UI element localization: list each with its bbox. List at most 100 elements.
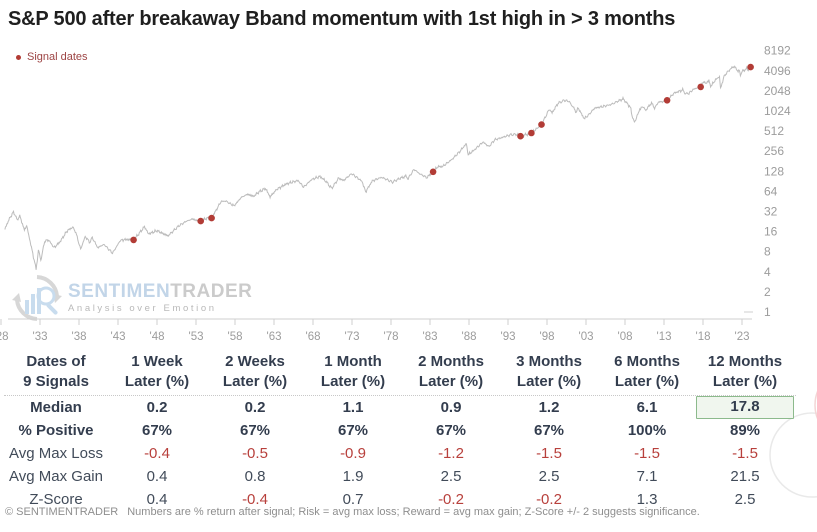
x-axis-label: '83 bbox=[423, 331, 438, 343]
corner-watermark-icon bbox=[769, 391, 817, 498]
signal-legend: Signal dates bbox=[16, 51, 88, 63]
value-cell: 21.5 bbox=[730, 468, 760, 485]
footer-brand: © SENTIMENTRADER bbox=[5, 506, 119, 518]
header-cell-period: 6 Months Later (%) bbox=[614, 353, 680, 390]
y-axis-label: 2048 bbox=[764, 84, 791, 98]
value-cell: -0.2 bbox=[536, 491, 562, 508]
x-axis-label: '38 bbox=[72, 331, 87, 343]
value-cell: 2.5 bbox=[538, 468, 560, 485]
y-axis-label: 64 bbox=[764, 184, 778, 198]
table-row-avg-max-loss: Avg Max Loss -0.4 -0.5 -0.9 -1.2 -1.5 -1.5 -1.5 bbox=[4, 442, 796, 465]
y-axis-label: 256 bbox=[764, 144, 784, 158]
row-label: Avg Max Gain bbox=[9, 468, 103, 485]
y-axis-label: 512 bbox=[764, 124, 784, 138]
table-row-median: Median 0.2 0.2 1.1 0.9 1.2 6.1 17.8 bbox=[4, 396, 796, 419]
value-cell: 1.1 bbox=[342, 399, 364, 416]
value-cell: 1.9 bbox=[342, 468, 364, 485]
value-cell: 100% bbox=[627, 422, 667, 439]
signal-date-dot bbox=[208, 214, 215, 222]
results-table: Dates of 9 Signals 1 Week Later (%) 2 Weeks L… bbox=[4, 351, 796, 511]
signal-date-dot bbox=[130, 236, 137, 244]
signal-date-dot bbox=[538, 121, 545, 128]
header-cell-signals: Dates of 9 Signals bbox=[23, 353, 89, 390]
value-cell: -1.5 bbox=[634, 445, 660, 462]
header-cell-period: 2 Months Later (%) bbox=[418, 353, 484, 390]
watermark-brand-right: TRADER bbox=[170, 281, 253, 303]
y-axis-label: 2 bbox=[764, 285, 771, 299]
x-axis-label: '58 bbox=[228, 331, 243, 343]
value-cell: 2.5 bbox=[440, 468, 462, 485]
x-axis-label: '08 bbox=[618, 331, 633, 343]
y-axis-label: 16 bbox=[764, 225, 778, 239]
value-cell: -0.4 bbox=[242, 491, 268, 508]
value-cell: 1.3 bbox=[636, 491, 658, 508]
value-cell: 67% bbox=[337, 422, 369, 439]
watermark-tagline: Analysis over Emotion bbox=[68, 303, 217, 315]
watermark-brand-left: SENTIMEN bbox=[68, 281, 171, 303]
page-title: S&P 500 after breakaway Bband momentum w… bbox=[8, 8, 676, 30]
footer-note: © SENTIMENTRADER Numbers are % return aft… bbox=[5, 506, 700, 518]
signal-date-dot bbox=[197, 217, 204, 225]
x-axis-label: '03 bbox=[579, 331, 594, 343]
row-label: Z-Score bbox=[29, 491, 83, 508]
value-cell: -1.5 bbox=[732, 445, 758, 462]
signal-date-dot bbox=[697, 83, 704, 91]
value-cell: 0.9 bbox=[440, 399, 462, 416]
x-axis-label: '28 bbox=[0, 331, 9, 343]
price-chart: '28 '33 '38 '43 '48 '53 '58 '63 '68 '73 '78 '83 '88 '… bbox=[0, 44, 791, 343]
x-axis-label: '73 bbox=[345, 331, 360, 343]
value-cell: -1.5 bbox=[536, 445, 562, 462]
value-cell: 17.8 bbox=[696, 396, 794, 419]
value-cell: -0.9 bbox=[340, 445, 366, 462]
signal-date-dot bbox=[747, 63, 754, 71]
y-axis-label: 1 bbox=[764, 305, 771, 319]
value-cell: 0.4 bbox=[146, 468, 168, 485]
x-axis-label: '68 bbox=[306, 331, 321, 343]
value-cell: -0.4 bbox=[144, 445, 170, 462]
x-axis-label: '93 bbox=[501, 331, 516, 343]
x-axis-label: '63 bbox=[267, 331, 282, 343]
value-cell: 89% bbox=[729, 422, 761, 439]
row-label: Median bbox=[30, 399, 82, 416]
x-axis-label: '88 bbox=[462, 331, 477, 343]
table-row-z-score: Z-Score 0.4 -0.4 0.7 -0.2 -0.2 1.3 2.5 bbox=[4, 488, 796, 511]
signal-date-dot bbox=[517, 132, 524, 140]
value-cell: 0.4 bbox=[146, 491, 168, 508]
value-cell: 0.2 bbox=[146, 399, 168, 416]
x-axis-label: '18 bbox=[696, 331, 711, 343]
x-axis-label: '23 bbox=[735, 331, 750, 343]
value-cell: 67% bbox=[239, 422, 271, 439]
table-header-row: Dates of 9 Signals 1 Week Later (%) 2 Weeks L… bbox=[4, 351, 796, 396]
table-row--positive: % Positive 67% 67% 67% 67% 67% 100% 89% bbox=[4, 419, 796, 442]
watermark-text: SENTIMENTRADER Analysis over Emotion bbox=[68, 282, 252, 314]
x-axis-label: '98 bbox=[540, 331, 555, 343]
footer-text: Numbers are % return after signal; Risk … bbox=[127, 506, 700, 518]
x-axis-label: '48 bbox=[150, 331, 165, 343]
y-axis-label: 128 bbox=[764, 164, 784, 178]
value-cell: -1.2 bbox=[438, 445, 464, 462]
header-cell-period: 1 Week Later (%) bbox=[124, 353, 190, 390]
watermark: SENTIMENTRADER Analysis over Emotion bbox=[12, 274, 252, 322]
y-axis-label: 1024 bbox=[764, 104, 791, 118]
value-cell: 0.8 bbox=[244, 468, 266, 485]
value-cell: 7.1 bbox=[636, 468, 658, 485]
value-cell: 67% bbox=[141, 422, 173, 439]
y-axis-label: 4096 bbox=[764, 64, 791, 78]
sentimentrader-logo-icon bbox=[12, 275, 62, 321]
y-axis-label: 4 bbox=[764, 265, 771, 279]
signal-date-dot bbox=[663, 97, 671, 104]
header-cell-period: 1 Month Later (%) bbox=[320, 353, 386, 390]
value-cell: 67% bbox=[435, 422, 467, 439]
signal-date-dot bbox=[429, 168, 437, 176]
row-label: % Positive bbox=[18, 422, 94, 439]
y-axis-label: 8192 bbox=[764, 44, 791, 58]
header-cell-period: 3 Months Later (%) bbox=[516, 353, 582, 390]
value-cell: 67% bbox=[533, 422, 565, 439]
legend-label: Signal dates bbox=[27, 51, 88, 63]
header-cell-period: 12 Months Later (%) bbox=[707, 353, 783, 390]
value-cell: 0.2 bbox=[244, 399, 266, 416]
x-axis-label: '33 bbox=[33, 331, 48, 343]
x-axis-label: '13 bbox=[657, 331, 672, 343]
value-cell: 0.7 bbox=[342, 491, 364, 508]
